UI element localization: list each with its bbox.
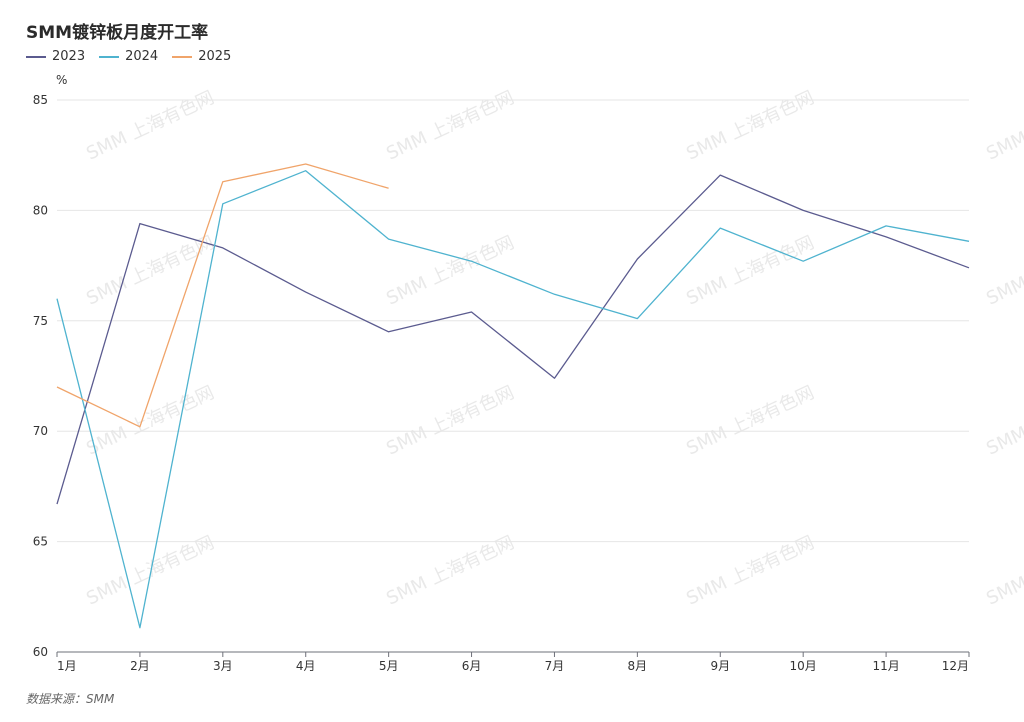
axes: 60 65 70 75 80 85 1月 2月 3月 4月 5月 6月 7月 8月 9月 10月 11月 12月	[33, 93, 970, 673]
legend-label-2024: 2024	[125, 49, 159, 64]
y-tick-label: 80	[33, 203, 48, 217]
watermark-text: SMM 上海有色网	[383, 532, 517, 609]
x-tick-label: 6月	[462, 659, 482, 673]
watermark-text: SMM 上海有色网	[983, 382, 1024, 459]
watermark-text: SMM 上海有色网	[83, 382, 217, 459]
x-tick-label: 1月	[57, 659, 77, 673]
x-tick-label: 5月	[379, 659, 399, 673]
watermark-text: SMM 上海有色网	[83, 87, 217, 164]
watermark-text: SMM 上海有色网	[683, 232, 817, 309]
watermark-text: SMM 上海有色网	[83, 232, 217, 309]
x-tick-label: 3月	[213, 659, 233, 673]
legend: 2023 2024 2025	[26, 49, 231, 64]
legend-label-2025: 2025	[198, 49, 232, 64]
series-line-2024[interactable]	[56, 170, 970, 629]
y-tick-label: 60	[33, 645, 48, 659]
x-tick-label: 2月	[130, 659, 150, 673]
watermark-layer: SMM 上海有色网 SMM 上海有色网 SMM 上海有色网 SMM 上海有色网 SMM …	[83, 87, 1024, 609]
watermark-text: SMM 上海有色网	[683, 382, 817, 459]
y-tick-label: 85	[33, 93, 48, 107]
x-tick-label: 9月	[710, 659, 730, 673]
legend-item-2023[interactable]: 2023	[26, 49, 85, 64]
legend-swatch-2025	[172, 55, 193, 58]
series-lines	[56, 163, 970, 629]
watermark-text: SMM 上海有色网	[383, 87, 517, 164]
x-tick-label: 4月	[296, 659, 316, 673]
watermark-text: SMM 上海有色网	[83, 532, 217, 609]
legend-swatch-2023	[26, 55, 46, 58]
watermark-text: SMM 上海有色网	[983, 87, 1024, 164]
x-tick-label: 11月	[872, 659, 899, 673]
y-tick-label: 70	[33, 424, 48, 438]
watermark-text: SMM 上海有色网	[983, 532, 1024, 609]
data-source-note: 数据来源：SMM	[26, 692, 115, 706]
gridlines	[57, 99, 969, 543]
watermark-text: SMM 上海有色网	[683, 87, 817, 164]
watermark-text: SMM 上海有色网	[383, 382, 517, 459]
legend-label-2023: 2023	[52, 49, 86, 64]
y-tick-label: 75	[33, 314, 48, 328]
y-axis-unit: %	[56, 73, 68, 87]
watermark-text: SMM 上海有色网	[683, 532, 817, 609]
chart-title: SMM镀锌板月度开工率	[26, 23, 209, 43]
x-tick-label: 12月	[942, 659, 969, 673]
legend-swatch-2024	[99, 55, 120, 58]
y-tick-label: 65	[33, 535, 48, 549]
watermark-text: SMM 上海有色网	[983, 232, 1024, 309]
x-tick-label: 7月	[545, 659, 565, 673]
legend-item-2024[interactable]: 2024	[99, 49, 158, 64]
series-line-2025[interactable]	[56, 163, 389, 428]
legend-item-2025[interactable]: 2025	[172, 49, 231, 64]
x-tick-label: 10月	[790, 659, 817, 673]
x-tick-label: 8月	[628, 659, 648, 673]
series-line-2023[interactable]	[56, 174, 970, 505]
